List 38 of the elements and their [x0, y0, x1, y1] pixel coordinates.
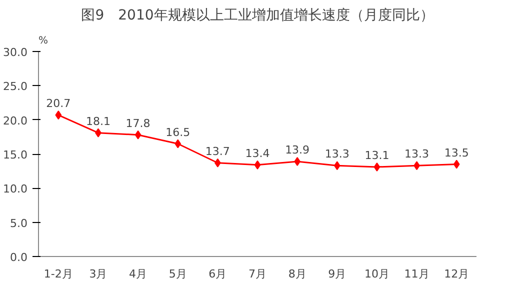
data-label: 13.5: [444, 146, 469, 160]
x-tick-label: 10月: [364, 268, 390, 280]
point: [374, 162, 380, 172]
x-tick-label: 4月: [129, 268, 148, 280]
chart-title: 图9 2010年规模以上工业增加值增长速度（月度同比）: [81, 8, 434, 24]
point: [55, 110, 62, 120]
x-tick-label: 7月: [248, 268, 266, 280]
y-tick-label: 20.0: [3, 114, 28, 128]
point: [134, 130, 142, 140]
data-label: 13.7: [205, 144, 230, 158]
data-label: 13.3: [324, 148, 350, 161]
x-tick-label: 3月: [89, 268, 108, 280]
x-tick-label: 9月: [328, 268, 346, 280]
x-tick-label: 11月: [404, 268, 430, 280]
y-tick-label: 30.0: [3, 46, 28, 59]
data-label: 20.7: [46, 97, 71, 110]
x-tick-label: 5月: [168, 268, 187, 280]
data-label: 17.8: [126, 116, 150, 130]
data-label: 18.1: [86, 114, 110, 128]
point: [453, 160, 460, 169]
point: [334, 161, 340, 170]
data-label: 16.5: [166, 126, 190, 139]
y-tick-label: 0.0: [10, 251, 28, 264]
data-label: 13.1: [364, 148, 390, 162]
x-tick-label: 12月: [444, 268, 470, 280]
y-axis-title: %: [38, 36, 48, 46]
y-tick-label: 25.0: [3, 80, 28, 94]
point: [254, 160, 261, 170]
point: [174, 139, 182, 148]
data-label: 13.9: [285, 144, 310, 157]
data-label: 13.3: [404, 148, 430, 161]
data-label: 13.4: [245, 146, 270, 160]
x-tick-label: 8月: [288, 268, 306, 280]
y-tick-label: 10.0: [3, 182, 28, 196]
x-tick-label: 6月: [208, 268, 227, 280]
x-tick-label: 1-2月: [44, 268, 73, 280]
y-tick-label: 5.0: [10, 216, 28, 230]
y-tick-label: 15.0: [3, 148, 28, 162]
